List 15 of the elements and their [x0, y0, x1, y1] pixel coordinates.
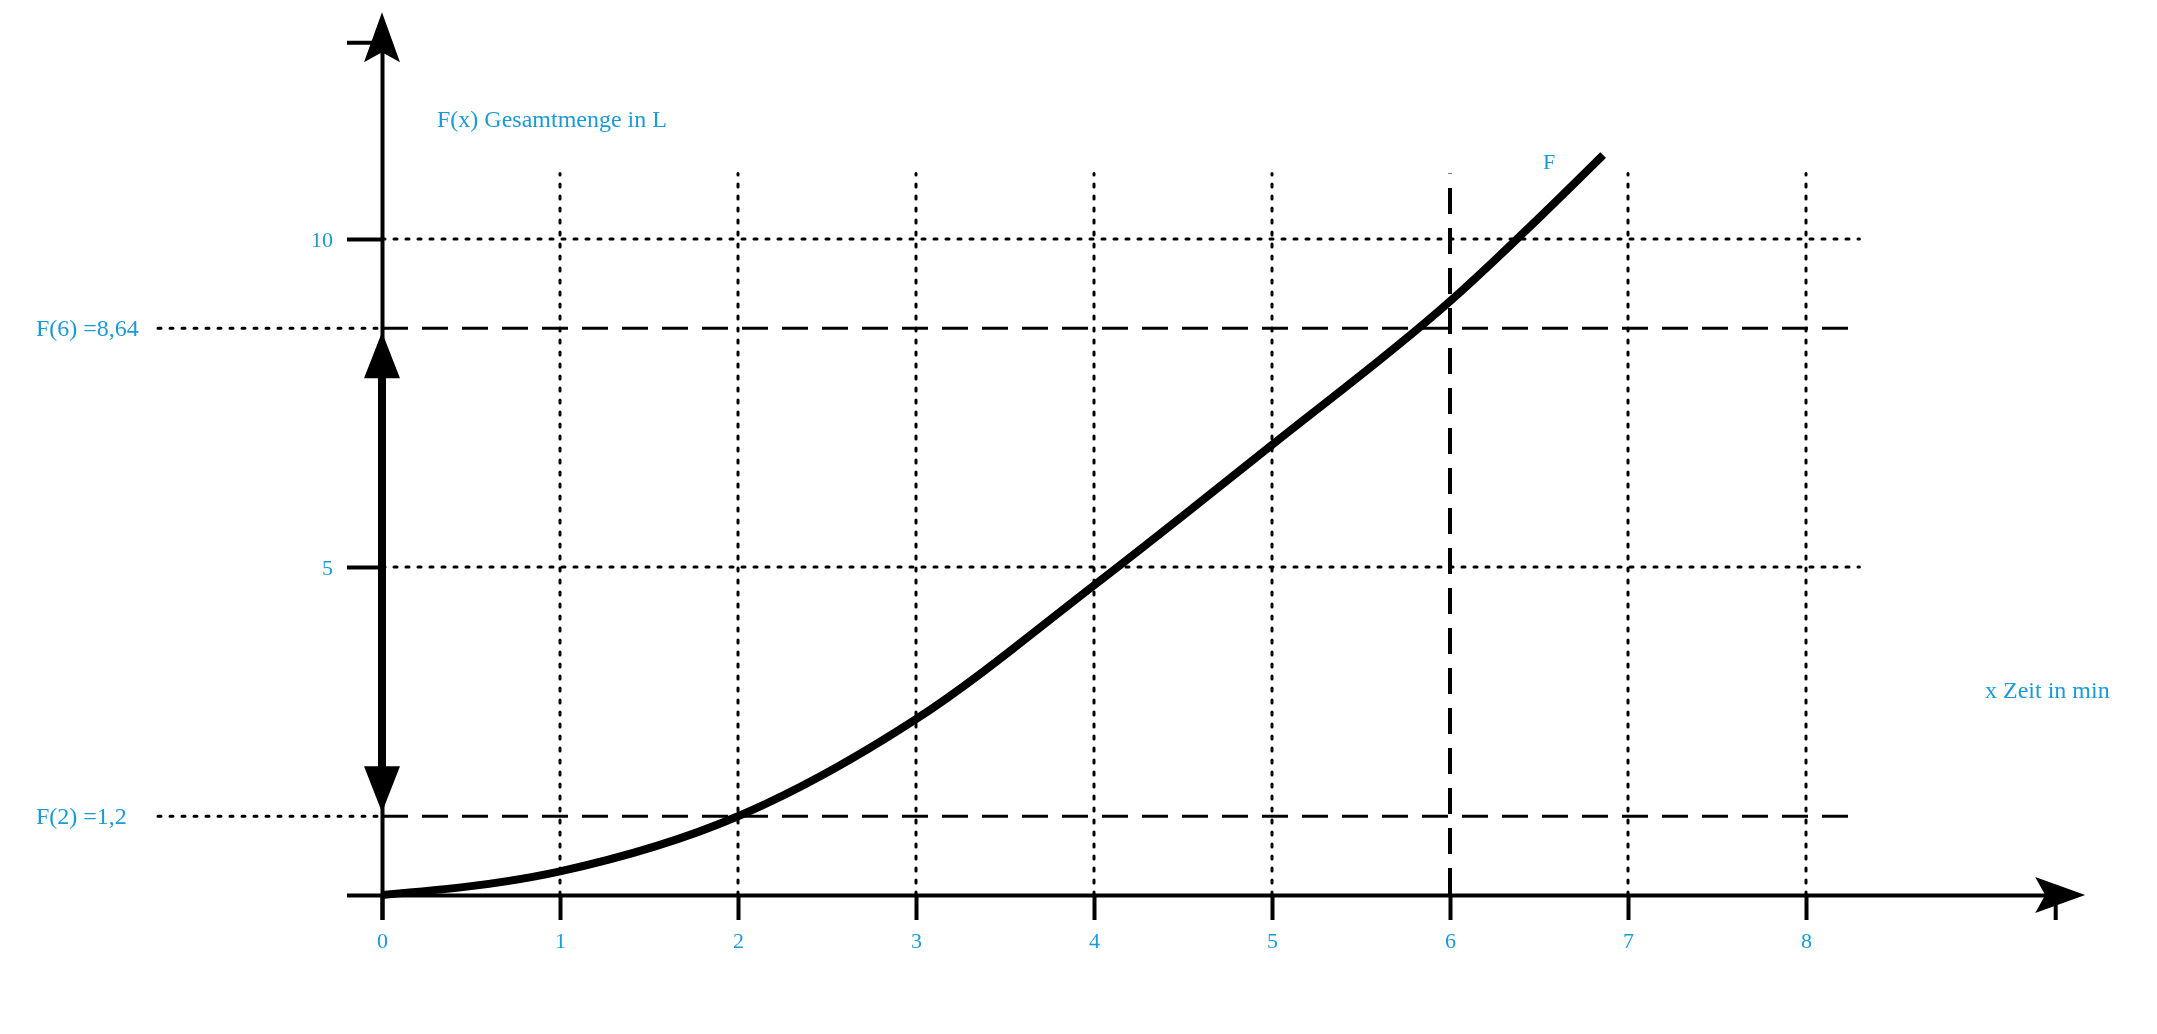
x-tick-label: 2	[733, 927, 744, 953]
series-label: F	[1543, 149, 1556, 175]
x-tick-label: 6	[1445, 927, 1456, 953]
x-tick-label: 0	[377, 927, 388, 953]
x-tick-label: 7	[1623, 927, 1634, 953]
x-tick-label: 4	[1089, 927, 1100, 953]
y-tick-label: 10	[311, 226, 333, 252]
y-axis-title: F(x) Gesamtmenge in L	[437, 106, 667, 133]
x-tick-label: 5	[1267, 927, 1278, 953]
x-axis-title: x Zeit in min	[1985, 677, 2110, 704]
x-tick-label: 1	[555, 927, 566, 953]
x-tick-label: 3	[911, 927, 922, 953]
x-tick-label: 8	[1801, 927, 1812, 953]
ref-line-label: F(6) =8,64	[36, 315, 139, 342]
ref-line-label: F(2) =1,2	[36, 803, 127, 830]
